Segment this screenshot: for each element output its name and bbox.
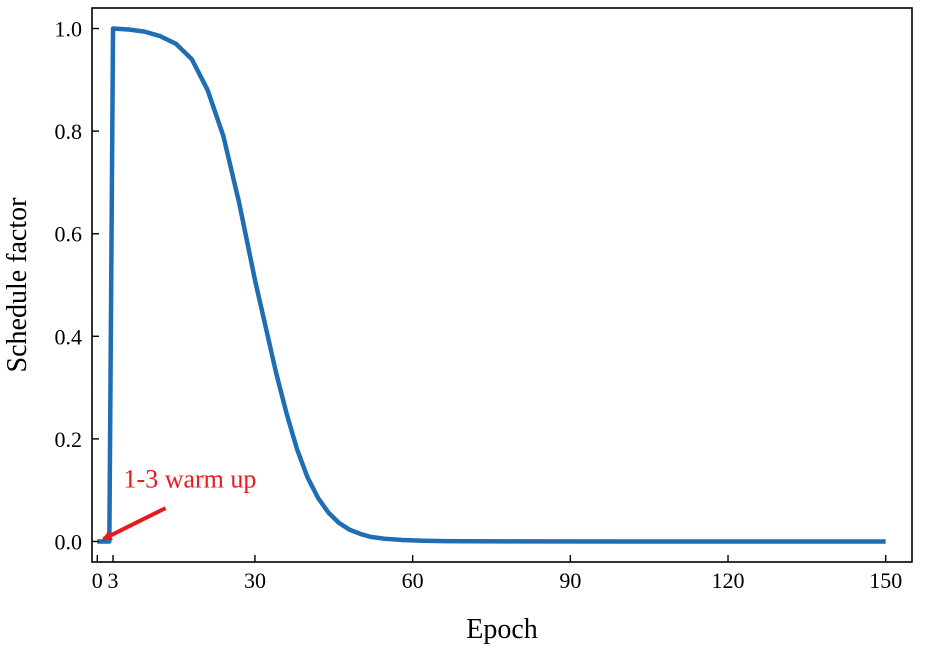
y-tick-label: 0.2	[55, 427, 83, 452]
x-tick-label: 60	[402, 568, 424, 593]
y-tick-label: 0.6	[55, 222, 83, 247]
x-tick-label: 30	[244, 568, 266, 593]
y-tick-label: 0.8	[55, 119, 83, 144]
y-tick-label: 0.4	[55, 324, 83, 349]
annotation-arrow	[101, 506, 167, 541]
plot-layer	[97, 26, 886, 544]
y-tick-label: 1.0	[55, 17, 83, 42]
y-tick-label: 0.0	[55, 529, 83, 554]
x-axis: 0 3 30 60 90 120 150	[92, 555, 902, 593]
y-axis-title: Schedule factor	[2, 197, 33, 373]
x-axis-title: Epoch	[466, 614, 538, 645]
plot-frame	[91, 7, 913, 563]
series-line	[97, 26, 886, 544]
x-tick-label: 90	[559, 568, 581, 593]
x-tick-label: 120	[712, 568, 745, 593]
x-tick-label: 150	[869, 568, 902, 593]
annotation-label: 1-3 warm up	[124, 465, 257, 494]
y-axis: 0.0 0.2 0.4 0.6 0.8 1.0	[55, 17, 99, 554]
annotations: 1-3 warm up	[101, 465, 257, 541]
x-tick-label: 3	[108, 568, 119, 593]
x-tick-label: 0	[92, 568, 103, 593]
